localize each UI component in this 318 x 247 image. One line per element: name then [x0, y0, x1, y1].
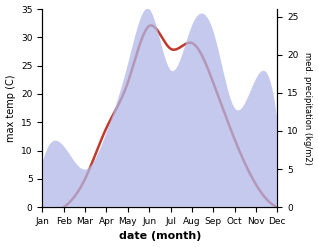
X-axis label: date (month): date (month) — [119, 231, 201, 242]
Y-axis label: med. precipitation (kg/m2): med. precipitation (kg/m2) — [303, 52, 313, 165]
Y-axis label: max temp (C): max temp (C) — [5, 74, 16, 142]
